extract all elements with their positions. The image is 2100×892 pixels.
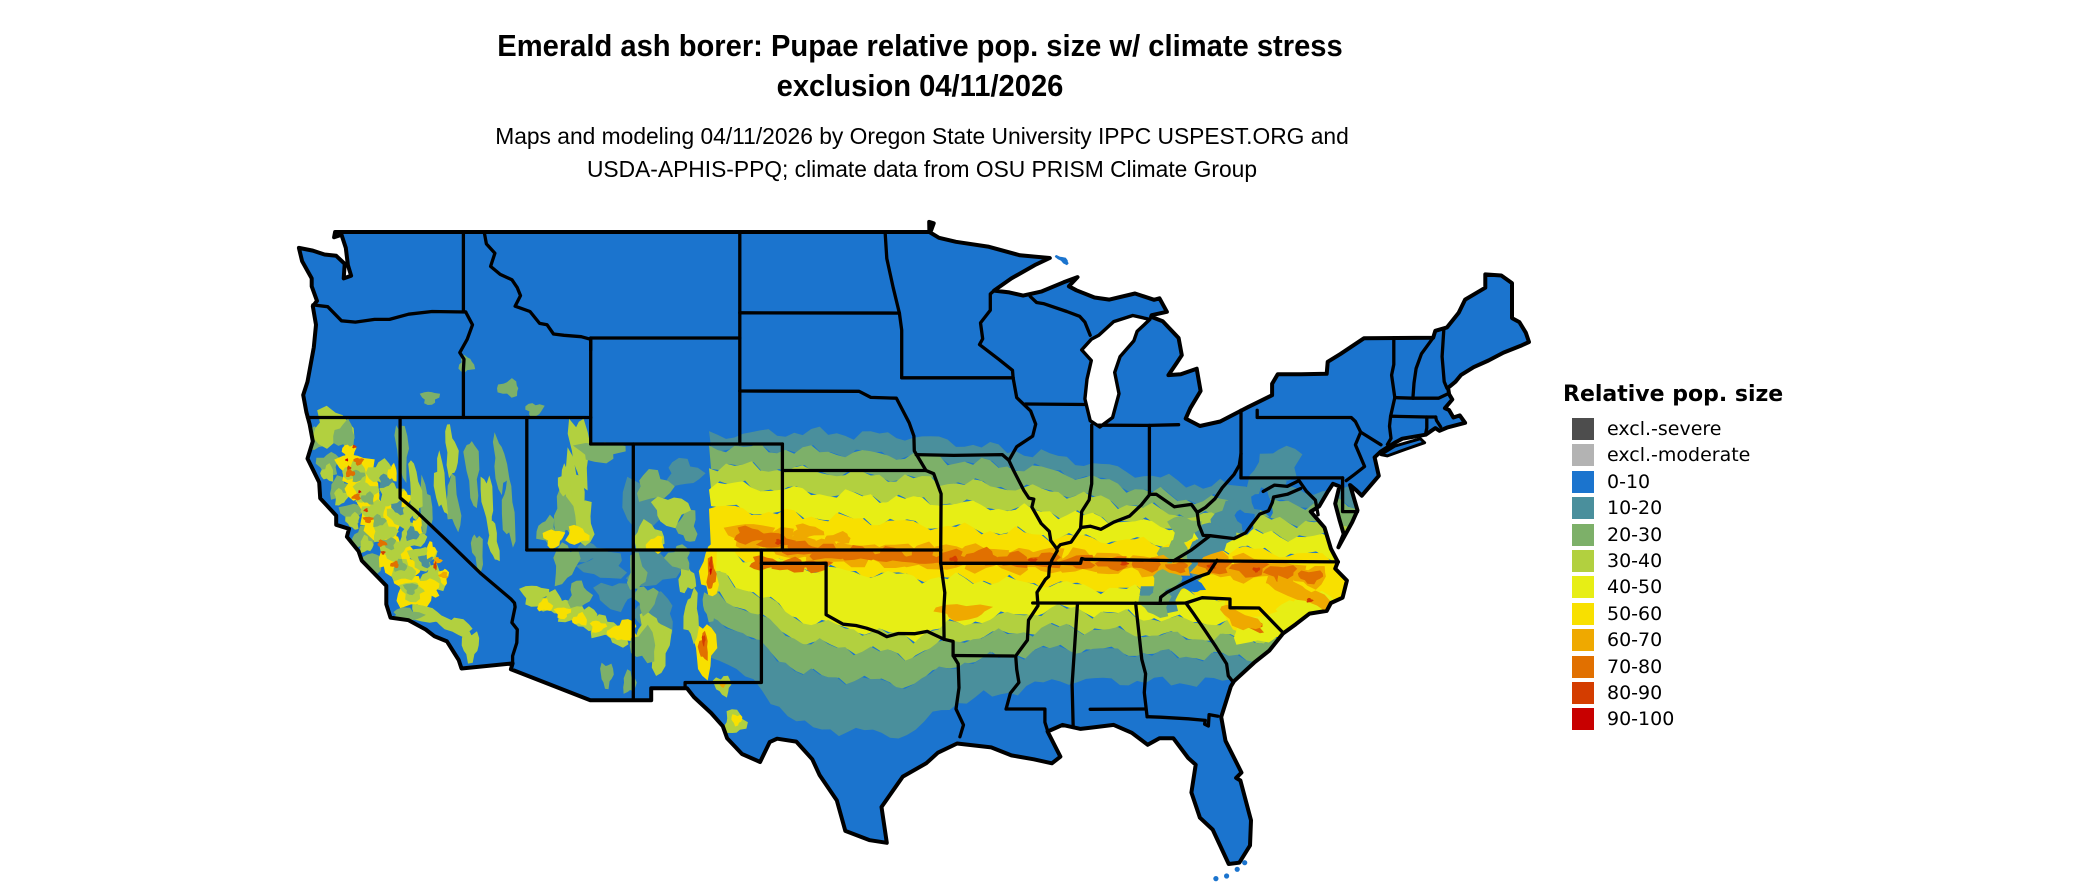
legend-item: 40-50 [1563, 576, 1783, 599]
legend-item: 90-100 [1563, 708, 1783, 731]
legend-swatch [1572, 655, 1594, 678]
map-subtitle-line2: USDA-APHIS-PPQ; climate data from OSU PR… [586, 156, 1258, 182]
legend-swatch [1572, 681, 1594, 704]
isle-royale [1054, 255, 1069, 266]
us-outline [296, 219, 1531, 866]
legend-item: 30-40 [1563, 549, 1783, 572]
legend-label: excl.-moderate [1607, 444, 1751, 467]
lake-michigan [1080, 313, 1152, 429]
legend-label: 90-100 [1607, 708, 1675, 731]
legend-swatch [1572, 708, 1594, 731]
legend-item: 80-90 [1563, 681, 1783, 704]
legend-swatch [1572, 629, 1594, 652]
state-borders [305, 230, 1449, 739]
legend-label: 50-60 [1607, 602, 1663, 625]
legend-items: excl.-severe excl.-moderate 0-10 10-20 20-30… [1563, 418, 1783, 731]
legend-swatch [1572, 444, 1594, 467]
legend-item: 10-20 [1563, 497, 1783, 520]
legend-label: 60-70 [1607, 629, 1663, 652]
legend-swatch [1572, 602, 1594, 625]
legend-label: 30-40 [1607, 549, 1663, 572]
long-island [1379, 437, 1427, 458]
florida-keys [1213, 860, 1248, 882]
legend-swatch [1572, 418, 1594, 440]
legend-label: 0-10 [1607, 470, 1651, 493]
legend-label: 70-80 [1607, 655, 1663, 678]
legend-item: excl.-severe [1563, 418, 1783, 440]
map-subtitle-line1: Maps and modeling 04/11/2026 by Oregon S… [495, 123, 1349, 149]
map-title-line2: exclusion 04/11/2026 [776, 68, 1064, 103]
map-title-line1: Emerald ash borer: Pupae relative pop. s… [497, 28, 1343, 63]
legend-swatch [1572, 497, 1594, 520]
legend-label: 80-90 [1607, 681, 1663, 704]
legend-item: 50-60 [1563, 602, 1783, 625]
legend-item: excl.-moderate [1563, 444, 1783, 467]
legend-label: excl.-severe [1607, 418, 1722, 440]
legend-swatch [1572, 549, 1594, 572]
legend-title: Relative pop. size [1563, 382, 1784, 407]
legend-swatch [1572, 470, 1594, 493]
legend-label: 10-20 [1607, 497, 1663, 520]
legend-swatch [1572, 523, 1594, 546]
legend-label: 20-30 [1607, 523, 1663, 546]
legend-item: 20-30 [1563, 523, 1783, 546]
legend-swatch [1572, 576, 1594, 599]
legend-item: 60-70 [1563, 629, 1783, 652]
legend-item: 70-80 [1563, 655, 1783, 678]
map-legend: Relative pop. size excl.-severe excl.-mod… [1563, 382, 1783, 735]
legend-item: 0-10 [1563, 470, 1783, 493]
legend-label: 40-50 [1607, 576, 1663, 599]
